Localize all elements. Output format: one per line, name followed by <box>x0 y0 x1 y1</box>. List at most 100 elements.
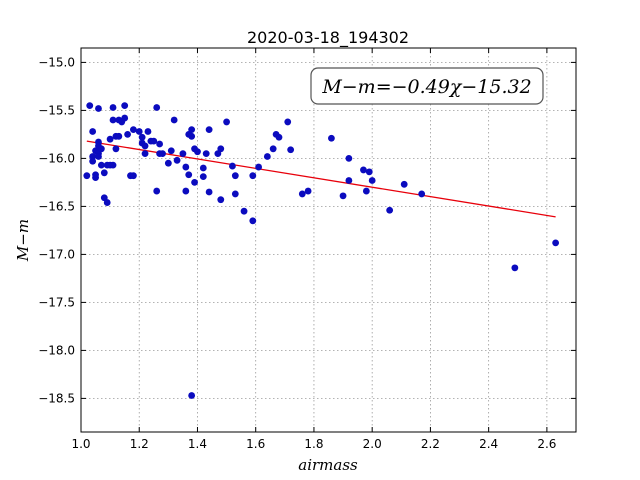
data-point <box>179 150 187 158</box>
data-point <box>229 162 236 170</box>
data-point <box>138 133 146 141</box>
data-point <box>185 171 193 179</box>
data-point <box>304 187 312 195</box>
x-tick-label: 1.8 <box>304 437 323 451</box>
annotation-box <box>310 67 544 105</box>
y-axis-label: M−m <box>14 219 32 262</box>
data-point <box>121 102 129 109</box>
data-point <box>130 126 137 133</box>
data-point <box>153 104 161 111</box>
y-tick-label: −15.5 <box>38 103 75 117</box>
data-point <box>360 166 367 174</box>
x-tick-label: 2.4 <box>479 437 498 451</box>
data-point <box>109 161 117 169</box>
data-point <box>345 155 353 162</box>
x-axis-label: airmass <box>298 456 358 474</box>
data-point <box>156 140 164 148</box>
data-point <box>89 157 97 165</box>
data-point <box>182 163 190 171</box>
data-point <box>89 153 97 160</box>
data-point <box>287 146 295 154</box>
data-point <box>255 163 263 171</box>
y-tick-label: −18.0 <box>38 343 75 357</box>
data-point <box>141 150 149 158</box>
axis-ticks: 1.0 1.2 1.4 1.6 1.8 2.0 2.2 2.4 2.6 −15.0 −15.5 −16… <box>38 48 576 451</box>
data-points <box>83 102 560 399</box>
data-point <box>269 145 277 153</box>
data-point <box>89 128 97 135</box>
x-tick-label: 1.4 <box>188 437 207 451</box>
data-point <box>298 190 306 198</box>
data-point <box>240 207 248 215</box>
data-point <box>167 147 175 155</box>
data-point <box>345 177 353 184</box>
data-point <box>188 132 196 140</box>
x-tick-label: 1.2 <box>130 437 149 451</box>
data-point <box>130 172 137 180</box>
data-point <box>263 153 271 160</box>
chart-title: 2020-03-18_194302 <box>247 28 409 48</box>
annotation-text: M−m=−0.49χ−15.32 <box>321 76 531 98</box>
data-point <box>135 128 143 135</box>
data-point <box>194 148 201 156</box>
data-point <box>205 126 213 133</box>
data-point <box>217 196 225 204</box>
y-tick-label: −16.5 <box>38 199 75 213</box>
data-point <box>97 161 105 169</box>
data-point <box>188 126 196 133</box>
data-point <box>249 217 257 225</box>
y-tick-label: −15.0 <box>38 55 75 69</box>
data-point <box>188 392 196 399</box>
data-point <box>173 156 181 164</box>
data-point <box>199 173 207 181</box>
data-point <box>92 171 99 179</box>
data-point <box>103 199 111 206</box>
data-point <box>153 187 161 195</box>
data-point <box>95 153 102 160</box>
y-tick-label: −16.0 <box>38 151 75 165</box>
data-point <box>86 102 94 109</box>
data-point <box>112 145 120 153</box>
data-point <box>191 179 198 186</box>
data-point <box>400 180 408 188</box>
y-tick-label: −18.5 <box>38 391 75 405</box>
data-point <box>231 172 239 180</box>
data-point <box>328 134 335 142</box>
data-point <box>249 172 257 180</box>
data-point <box>284 118 292 126</box>
y-tick-label: −17.0 <box>38 247 75 261</box>
data-point <box>205 188 213 196</box>
data-point <box>199 164 207 172</box>
data-point <box>124 131 131 138</box>
y-tick-label: −17.5 <box>38 295 75 309</box>
data-point <box>115 132 123 140</box>
data-point <box>182 187 190 195</box>
data-point <box>362 187 370 195</box>
data-point <box>223 118 230 126</box>
data-point <box>164 159 172 167</box>
data-point <box>275 133 283 141</box>
data-point <box>121 114 129 122</box>
data-point <box>231 190 239 198</box>
data-point <box>109 116 117 124</box>
data-point <box>159 150 166 158</box>
data-point <box>170 116 178 124</box>
data-point <box>368 177 376 184</box>
data-point <box>386 206 394 214</box>
data-point <box>109 104 117 111</box>
data-point <box>95 105 102 112</box>
x-tick-label: 2.2 <box>421 437 440 451</box>
equation-annotation: M−m=−0.49χ−15.32 <box>310 67 544 105</box>
data-point <box>150 137 158 145</box>
x-tick-label: 2.6 <box>537 437 556 451</box>
data-point <box>83 172 91 180</box>
data-point <box>339 192 347 200</box>
x-tick-label: 2.0 <box>363 437 382 451</box>
x-tick-label: 1.6 <box>246 437 265 451</box>
data-point <box>552 239 560 247</box>
data-point <box>511 264 519 272</box>
data-point <box>217 145 225 153</box>
data-point <box>106 135 114 143</box>
data-point <box>141 142 149 150</box>
